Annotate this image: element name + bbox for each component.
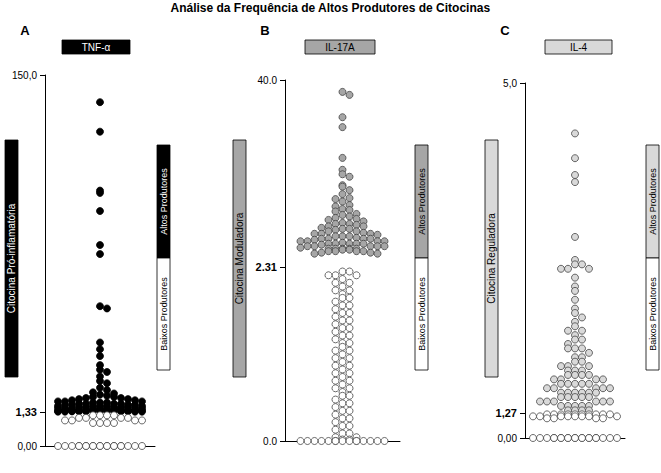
svg-text:IL-4: IL-4 <box>570 42 588 53</box>
svg-text:1,33: 1,33 <box>16 406 37 418</box>
svg-text:5,0: 5,0 <box>503 78 517 89</box>
svg-text:Altos Produtores: Altos Produtores <box>648 168 658 235</box>
svg-text:2.31: 2.31 <box>256 261 277 273</box>
svg-text:Citocina Pró-inflamatória: Citocina Pró-inflamatória <box>6 203 17 313</box>
svg-text:IL-17A: IL-17A <box>325 42 355 53</box>
svg-text:1,27: 1,27 <box>496 407 517 419</box>
svg-text:40.0: 40.0 <box>258 75 278 86</box>
svg-text:Baixos Produtores: Baixos Produtores <box>648 277 658 351</box>
svg-text:0,00: 0,00 <box>18 441 38 452</box>
svg-text:0.0: 0.0 <box>263 436 277 447</box>
svg-text:B: B <box>260 23 269 38</box>
svg-text:C: C <box>500 23 510 38</box>
svg-text:Citocina Reguladora: Citocina Reguladora <box>486 213 497 304</box>
svg-text:Altos Produtores: Altos Produtores <box>159 168 169 235</box>
svg-text:Baixos Produtores: Baixos Produtores <box>417 277 427 351</box>
svg-text:0,00: 0,00 <box>498 433 518 444</box>
svg-text:TNF-α: TNF-α <box>82 42 111 53</box>
svg-text:Altos Produtores: Altos Produtores <box>417 168 427 235</box>
svg-text:150,0: 150,0 <box>12 70 37 81</box>
svg-text:A: A <box>20 23 30 38</box>
svg-text:Baixos Produtores: Baixos Produtores <box>159 277 169 351</box>
svg-text:Citocina Moduladora: Citocina Moduladora <box>234 212 245 304</box>
svg-text:Análise da Frequência de Altos: Análise da Frequência de Altos Produtore… <box>170 1 490 15</box>
